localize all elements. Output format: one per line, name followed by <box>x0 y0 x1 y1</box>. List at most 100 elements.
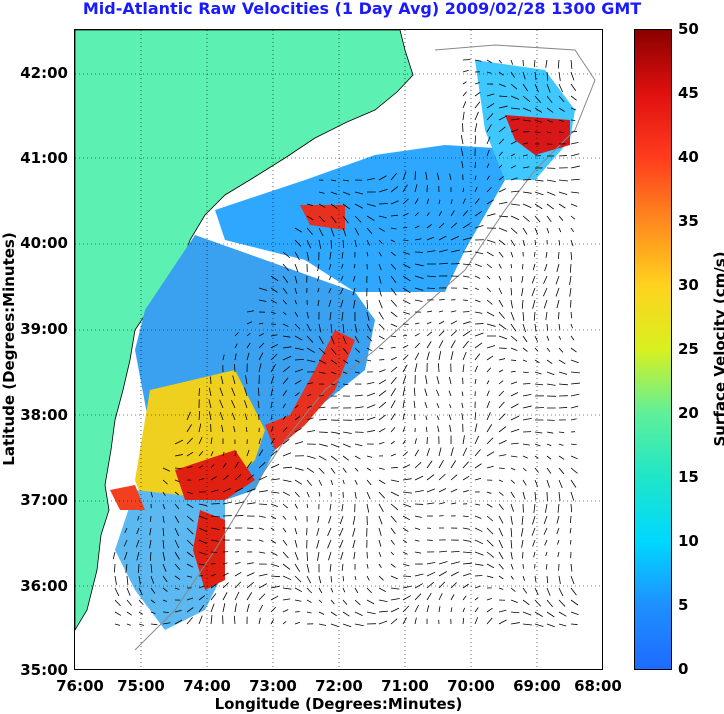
velocity-arrow <box>390 503 399 511</box>
velocity-arrow <box>402 275 411 282</box>
velocity-arrow <box>522 83 529 92</box>
velocity-arrow <box>534 575 537 583</box>
velocity-arrow <box>402 399 405 409</box>
velocity-arrow <box>318 359 327 365</box>
velocity-arrow <box>340 299 344 308</box>
velocity-arrow <box>510 527 513 537</box>
velocity-arrow <box>486 163 490 169</box>
velocity-arrow <box>510 347 518 351</box>
velocity-arrow <box>186 575 193 578</box>
velocity-arrow <box>426 581 434 589</box>
velocity-arrow <box>378 379 387 385</box>
velocity-arrow <box>498 527 504 537</box>
velocity-arrow <box>558 179 568 182</box>
velocity-arrow <box>378 299 383 309</box>
velocity-arrow <box>426 502 435 505</box>
velocity-arrow <box>438 199 441 205</box>
velocity-arrow <box>198 551 206 555</box>
velocity-arrow <box>558 83 563 93</box>
velocity-arrow <box>425 375 428 385</box>
velocity-arrow <box>486 551 495 558</box>
velocity-arrow <box>294 405 299 409</box>
velocity-arrow <box>486 503 493 508</box>
velocity-arrow <box>246 474 255 481</box>
cbar-tick-40: 40 <box>678 148 699 166</box>
velocity-arrow <box>462 351 467 361</box>
velocity-arrow <box>556 515 560 524</box>
velocity-arrow <box>186 491 193 495</box>
velocity-arrow <box>222 582 229 589</box>
velocity-arrow <box>462 330 471 337</box>
velocity-arrow <box>460 147 464 157</box>
velocity-arrow <box>474 275 481 279</box>
velocity-arrow <box>150 575 155 584</box>
velocity-arrow <box>558 323 561 330</box>
velocity-arrow <box>294 599 302 602</box>
velocity-arrow <box>498 263 502 269</box>
velocity-arrow <box>246 603 250 613</box>
x-tick-76: 76:00 <box>56 677 104 695</box>
velocity-arrow <box>522 551 524 559</box>
velocity-arrow <box>534 479 539 487</box>
x-tick-69: 69:00 <box>513 677 561 695</box>
velocity-arrow <box>198 563 205 566</box>
velocity-arrow <box>294 491 300 498</box>
velocity-arrow <box>174 491 179 496</box>
velocity-arrow <box>282 311 287 315</box>
map-panel[interactable] <box>74 29 603 670</box>
velocity-arrow <box>245 426 248 433</box>
velocity-arrow <box>448 390 452 397</box>
velocity-arrow <box>462 198 466 205</box>
velocity-arrow <box>270 334 278 337</box>
velocity-arrow <box>318 406 326 409</box>
velocity-arrow <box>522 311 525 321</box>
velocity-arrow <box>366 479 372 486</box>
velocity-arrow <box>270 619 274 625</box>
velocity-arrow <box>462 461 469 469</box>
velocity-arrow <box>258 287 268 291</box>
velocity-arrow <box>486 412 491 421</box>
velocity-arrow <box>342 239 345 248</box>
velocity-arrow <box>354 455 361 460</box>
velocity-arrow <box>390 299 398 307</box>
velocity-arrow <box>125 563 128 573</box>
velocity-arrow <box>510 455 518 458</box>
velocity-arrow <box>438 299 445 301</box>
velocity-arrow <box>462 237 472 241</box>
velocity-arrow <box>402 239 409 241</box>
velocity-arrow <box>378 467 385 470</box>
velocity-arrow <box>402 605 410 613</box>
velocity-arrow <box>522 611 532 616</box>
velocity-arrow <box>162 599 167 602</box>
velocity-arrow <box>558 383 568 386</box>
velocity-arrow <box>282 598 291 601</box>
velocity-arrow <box>318 203 326 208</box>
velocity-arrow <box>390 575 398 580</box>
velocity-arrow <box>306 251 310 261</box>
velocity-arrow <box>486 527 494 535</box>
velocity-arrow <box>544 539 548 546</box>
velocity-arrow <box>474 551 484 556</box>
velocity-arrow <box>340 275 344 281</box>
velocity-arrow <box>486 598 492 601</box>
velocity-arrow <box>150 587 156 594</box>
velocity-arrow <box>282 466 292 469</box>
velocity-arrow <box>438 460 444 469</box>
velocity-arrow <box>570 59 573 69</box>
velocity-arrow <box>570 131 578 133</box>
velocity-arrow <box>543 527 548 535</box>
velocity-arrow <box>390 598 400 601</box>
velocity-arrow <box>222 451 225 457</box>
velocity-arrow <box>498 311 505 319</box>
velocity-arrow <box>450 210 455 217</box>
velocity-arrow <box>354 335 360 344</box>
velocity-arrow <box>330 599 335 605</box>
velocity-arrow <box>474 111 479 121</box>
velocity-arrow <box>498 426 507 433</box>
velocity-arrow <box>498 188 506 193</box>
velocity-arrow <box>426 448 430 457</box>
velocity-arrow <box>522 119 531 122</box>
velocity-arrow <box>378 251 382 257</box>
velocity-arrow <box>510 479 516 484</box>
velocity-arrow <box>246 581 254 589</box>
